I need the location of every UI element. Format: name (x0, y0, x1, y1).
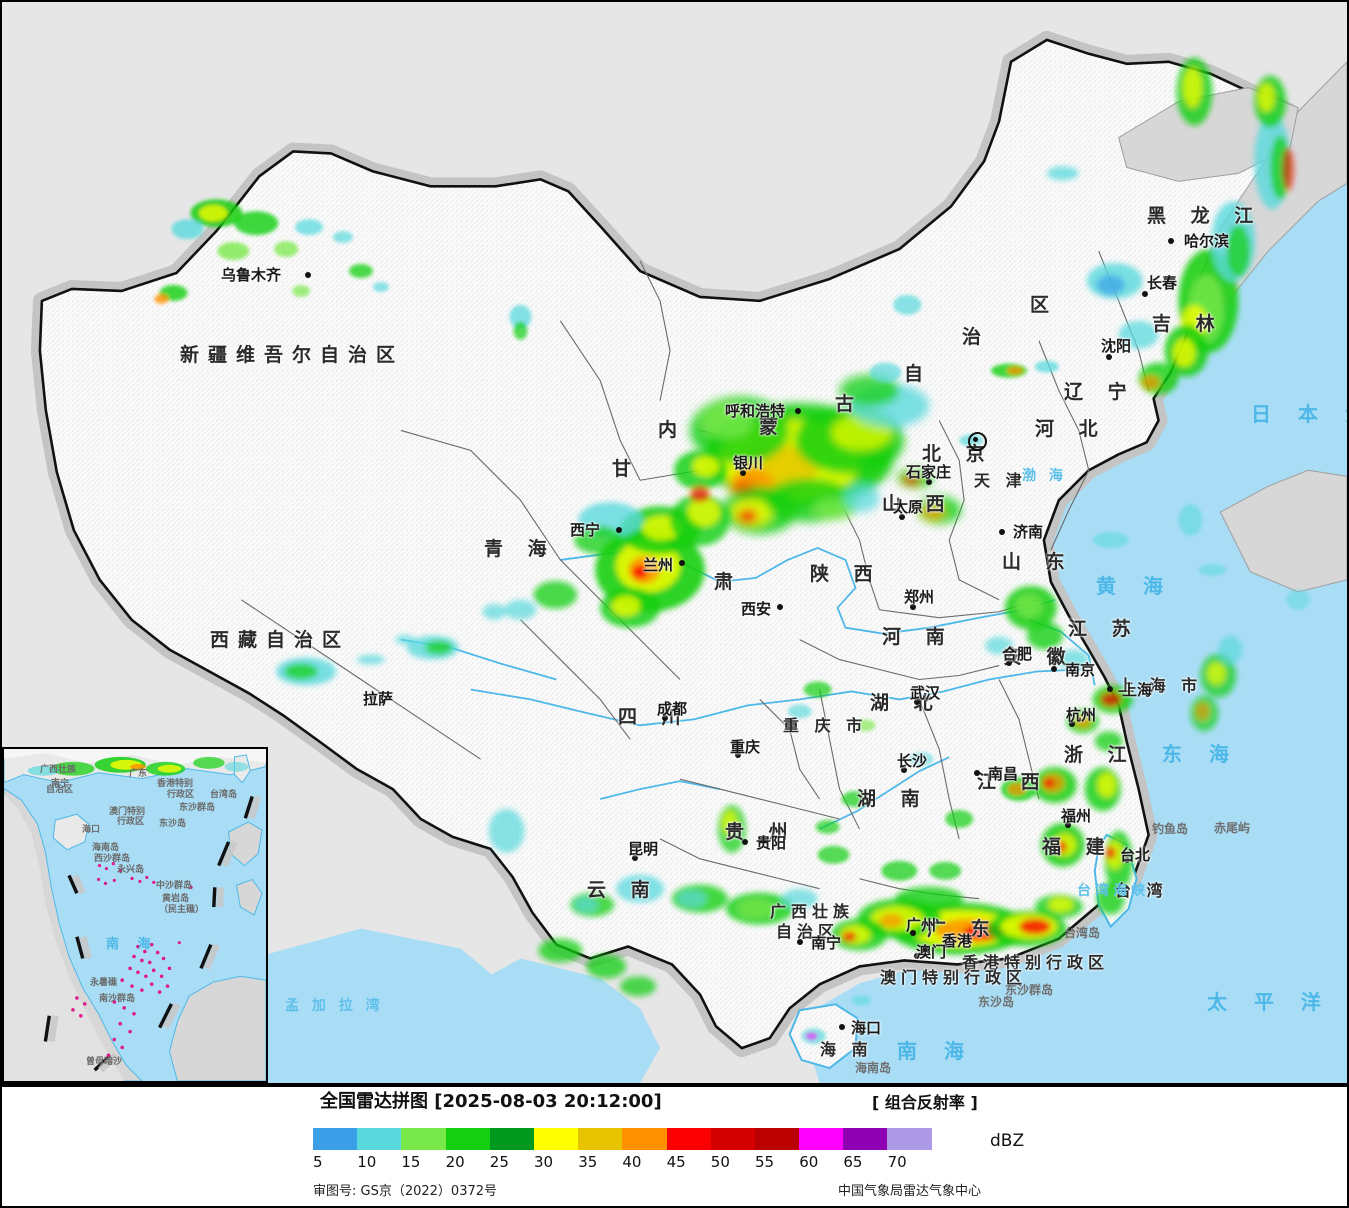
colorbar-swatch-50[interactable] (710, 1128, 755, 1150)
colorbar-tick-label: 20 (445, 1153, 465, 1171)
city-marker-dot (914, 699, 920, 705)
city-marker-dot (1124, 857, 1130, 863)
city-marker-dot (740, 470, 746, 476)
city-marker-dot (777, 604, 783, 610)
city-marker-dot (742, 839, 748, 845)
south-china-sea-inset-svg (4, 749, 266, 1081)
colorbar-tick-label: 35 (578, 1153, 598, 1171)
colorbar-swatch-20[interactable] (445, 1128, 490, 1150)
city-marker-dot (1069, 721, 1075, 727)
radar-map-panel[interactable]: 新疆维吾尔自治区 西藏自治区青 海甘肃内蒙古自治区黑 龙 江吉 林辽 宁河 北山 … (0, 0, 1349, 1085)
city-marker-dot (616, 527, 622, 533)
city-marker-dot (901, 767, 907, 773)
colorbar-tick-label: 70 (887, 1153, 907, 1171)
city-marker-dot (914, 953, 920, 959)
colorbar-swatch-5[interactable] (313, 1128, 358, 1150)
city-marker-dot (305, 272, 311, 278)
echo-northeast (1046, 57, 1295, 395)
colorbar-tick-label: 10 (357, 1153, 377, 1171)
city-marker-dot (926, 479, 932, 485)
city-marker-dot (369, 694, 375, 700)
colorbar-tick-label: 55 (755, 1153, 775, 1171)
dbz-unit-label: dBZ (990, 1131, 1025, 1151)
map-approval-number: 审图号: GS京（2022）0372号 (313, 1184, 498, 1199)
china-radar-mosaic-svg (2, 2, 1347, 1083)
echo-hainan (801, 995, 872, 1045)
dbz-tick-labels: 5 10 15 20 25 30 35 40 45 50 55 60 65 70 (305, 1153, 1005, 1173)
city-marker-dot (679, 560, 685, 566)
colorbar-swatch-60[interactable] (799, 1128, 844, 1150)
city-marker-dot (910, 930, 916, 936)
colorbar-tick-label: 65 (843, 1153, 863, 1171)
colorbar-swatch-30[interactable] (533, 1128, 579, 1150)
colorbar-swatch-15[interactable] (401, 1128, 446, 1150)
colorbar-tick-label: 25 (489, 1153, 509, 1171)
colorbar-swatch-65[interactable] (843, 1128, 888, 1150)
city-marker-dot (797, 939, 803, 945)
city-marker-dot (946, 942, 952, 948)
colorbar-swatch-45[interactable] (666, 1128, 711, 1150)
city-marker-dot (910, 604, 916, 610)
echo-offshore (1092, 504, 1311, 610)
echo-tibet (276, 634, 459, 686)
city-marker-dot (999, 529, 1005, 535)
city-marker-dot (1051, 666, 1057, 672)
colorbar-tick-label: 40 (622, 1153, 642, 1171)
colorbar-tick-label: 15 (401, 1153, 421, 1171)
city-marker-dot (1142, 291, 1148, 297)
legend-title: 全国雷达拼图 [2025-08-03 20:12:00] (320, 1091, 662, 1112)
echo-gansu-qinghai (482, 450, 730, 628)
map-source-attribution: 中国气象局雷达气象中心 (838, 1184, 982, 1199)
echo-east-central (985, 585, 1089, 670)
city-marker-dot (662, 715, 668, 721)
city-marker-dot (632, 855, 638, 861)
legend-product-type: [ 组合反射率 ] (872, 1093, 978, 1112)
colorbar-swatch-40[interactable] (622, 1128, 667, 1150)
colorbar-tick-label: 30 (534, 1153, 554, 1171)
city-marker-dot (899, 514, 905, 520)
city-marker-dot (1106, 354, 1112, 360)
city-marker-dot (1107, 686, 1113, 692)
colorbar-swatch-25[interactable] (489, 1128, 534, 1150)
colorbar-tick-label: 5 (313, 1153, 323, 1171)
colorbar-tick-label: 50 (710, 1153, 730, 1171)
echo-southwest (488, 805, 818, 997)
echo-inner-mongolia (689, 374, 962, 535)
dbz-colorbar[interactable] (313, 1128, 932, 1150)
city-marker-dot (1168, 238, 1174, 244)
colorbar-swatch-70[interactable] (887, 1128, 932, 1150)
city-marker-dot (974, 770, 980, 776)
city-marker-dot (795, 408, 801, 414)
echo-southeast-coast (1032, 635, 1243, 915)
echo-central-south (787, 681, 1037, 881)
colorbar-tick-label: 45 (666, 1153, 686, 1171)
inset-sea-label-south-china-sea: 南 海 (106, 937, 158, 952)
city-marker-dot (1006, 660, 1012, 666)
capital-marker-beijing (968, 432, 987, 451)
colorbar-swatch-10[interactable] (357, 1128, 402, 1150)
radar-echo-layer (154, 57, 1311, 1045)
colorbar-tick-label: 60 (799, 1153, 819, 1171)
city-marker-dot (1065, 822, 1071, 828)
city-marker-dot (839, 1024, 845, 1030)
echo-xinjiang (154, 199, 532, 340)
south-china-sea-inset-map[interactable]: 广西壮族 自治区 南宁 广东 香港特别 行政区 澳门特别 行政区 台湾岛 东沙群岛 东沙岛 海口 海南岛… (2, 747, 268, 1083)
colorbar-swatch-55[interactable] (754, 1128, 800, 1150)
colorbar-swatch-35[interactable] (578, 1128, 623, 1150)
echo-guangdong (831, 886, 1083, 955)
city-marker-dot (735, 752, 741, 758)
